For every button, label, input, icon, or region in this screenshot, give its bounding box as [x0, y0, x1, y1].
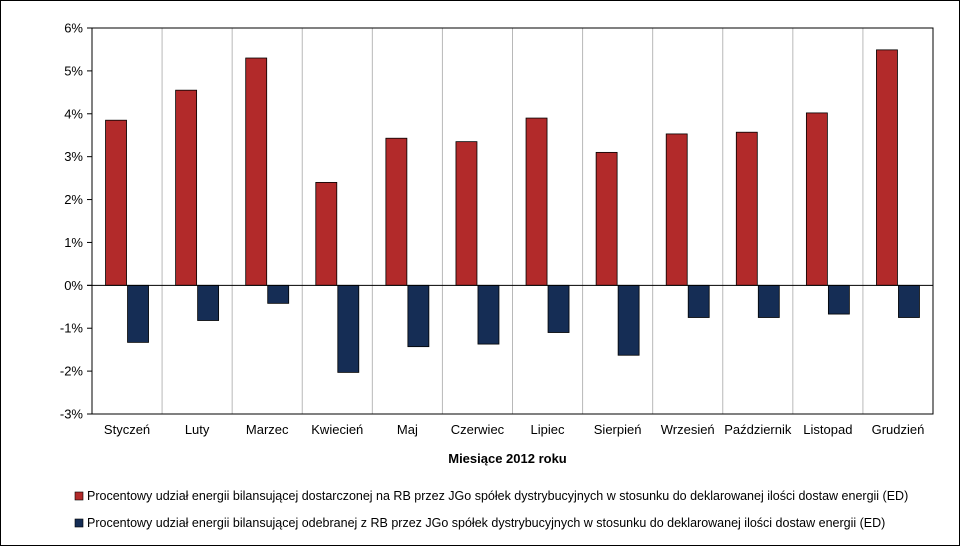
category-separators — [161, 28, 864, 414]
bar-delivered — [735, 131, 758, 286]
bar-delivered — [245, 57, 268, 286]
bar-received — [898, 284, 920, 318]
y-tick-label: 4% — [64, 106, 83, 121]
x-tick-label: Lipiec — [531, 422, 565, 437]
bar-delivered — [665, 133, 688, 286]
x-tick-label: Marzec — [246, 422, 289, 437]
x-tick-label: Styczeń — [104, 422, 150, 437]
x-tick-label: Luty — [185, 422, 210, 437]
bar-delivered — [595, 151, 618, 286]
legend-entry-label: Procentowy udział energii bilansującej o… — [87, 516, 885, 530]
bar-delivered — [525, 117, 548, 286]
x-tick-label: Październik — [724, 422, 792, 437]
bar-delivered — [455, 141, 478, 286]
x-tick-label: Czerwiec — [451, 422, 505, 437]
y-tick-label: 5% — [64, 63, 83, 78]
legend-swatch — [74, 491, 84, 501]
x-tick-label: Wrzesień — [661, 422, 715, 437]
x-axis-ticks: Styczeń Luty Marzec Kwiecień Maj Czerwiec Lipi… — [104, 422, 924, 437]
bar-delivered — [876, 49, 898, 286]
bar-delivered — [105, 119, 127, 286]
bar-received — [477, 284, 500, 345]
y-tick-label: -3% — [60, 407, 84, 422]
legend-entry-label: Procentowy udział energii bilansującej d… — [87, 489, 908, 503]
bar-received — [827, 284, 850, 315]
bars — [105, 49, 920, 373]
bar-received — [267, 284, 290, 304]
plot-area-border — [91, 27, 934, 415]
bar-delivered — [175, 89, 198, 286]
x-tick-label: Listopad — [803, 422, 852, 437]
x-tick-label: Maj — [397, 422, 418, 437]
y-axis-ticks: -3% -2% -1% 0% 1% 2% 3% 4% 5% 6% — [60, 21, 92, 422]
bar-received — [687, 284, 710, 318]
y-tick-label: -2% — [60, 364, 84, 379]
bar-received — [407, 284, 430, 348]
y-tick-label: 2% — [64, 192, 83, 207]
bar-received — [127, 284, 149, 343]
bar-received — [197, 284, 220, 321]
x-tick-label: Kwiecień — [311, 422, 363, 437]
legend: Procentowy udział energii bilansującej d… — [74, 489, 908, 530]
legend-swatch — [74, 518, 84, 528]
bar-received — [617, 284, 640, 356]
bar-delivered — [385, 137, 408, 286]
bar-delivered — [805, 112, 828, 286]
x-tick-label: Grudzień — [872, 422, 925, 437]
y-tick-label: 0% — [64, 278, 83, 293]
y-tick-label: 3% — [64, 149, 83, 164]
bar-received — [757, 284, 780, 318]
x-tick-label: Sierpień — [594, 422, 642, 437]
x-axis-label: Miesiące 2012 roku — [448, 451, 567, 466]
bar-delivered — [315, 181, 338, 286]
y-tick-label: 6% — [64, 21, 83, 36]
y-tick-label: -1% — [60, 321, 84, 336]
bar-received — [337, 284, 360, 373]
y-tick-label: 1% — [64, 235, 83, 250]
bar-received — [547, 284, 570, 333]
